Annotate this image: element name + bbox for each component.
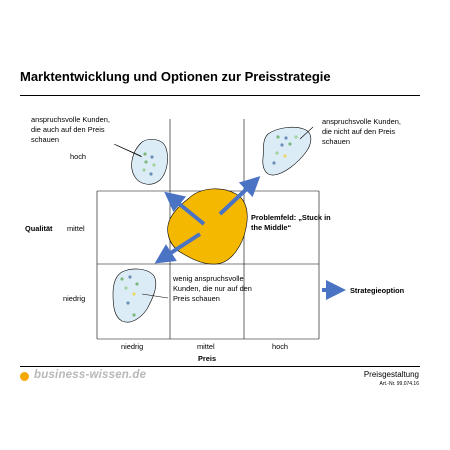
x-axis-label: Preis [198,354,217,363]
segment-bottom-left-dots [120,275,139,317]
title-divider [20,95,420,96]
brand-logo-dot [20,372,29,381]
x-tick-niedrig: niedrig [121,342,144,351]
pointer-top-right [299,126,314,140]
segment-top-right-blob [262,126,312,176]
y-tick-niedrig: niedrig [63,294,86,303]
footer-title: Preisgestaltung [363,370,419,379]
segment-bottom-left [112,268,157,323]
slide-title: Marktentwicklung und Optionen zur Preiss… [20,69,331,84]
brand-logo: business-wissen.de [34,369,147,381]
y-axis-label: Qualität [25,224,53,233]
segment-top-left [113,139,168,185]
strategy-arrows [154,176,261,264]
strategy-arrow-down-left [154,232,202,264]
strategy-arrow-up-left [164,191,206,226]
x-tick-mittel: mittel [197,342,215,351]
note-bottom-left: wenig anspruchsvolle Kunden, die nur auf… [173,274,252,303]
segment-top-left-blob [131,139,168,185]
footer-article-number: Art.-Nr. 99.074.16 [379,381,419,387]
strategy-arrow-up-right [218,176,261,216]
x-tick-hoch: hoch [272,342,289,351]
y-tick-hoch: hoch [70,152,87,161]
segment-top-left-dots [142,152,156,176]
legend-label: Strategieoption [350,286,405,295]
note-top-left: anspruchsvolle Kunden, die auch auf den … [31,115,110,144]
footer-divider [20,366,420,367]
segment-top-right-dots [272,135,298,165]
pointer-bottom-left [141,293,169,299]
note-center-problem: Problemfeld: „Stuck in the Middle“ [251,213,331,232]
y-tick-mittel: mittel [67,224,85,233]
pointer-top-left [115,144,142,157]
note-top-right: anspruchsvolle Kunden, die nicht auf den… [322,117,401,146]
segment-top-right [262,126,312,176]
